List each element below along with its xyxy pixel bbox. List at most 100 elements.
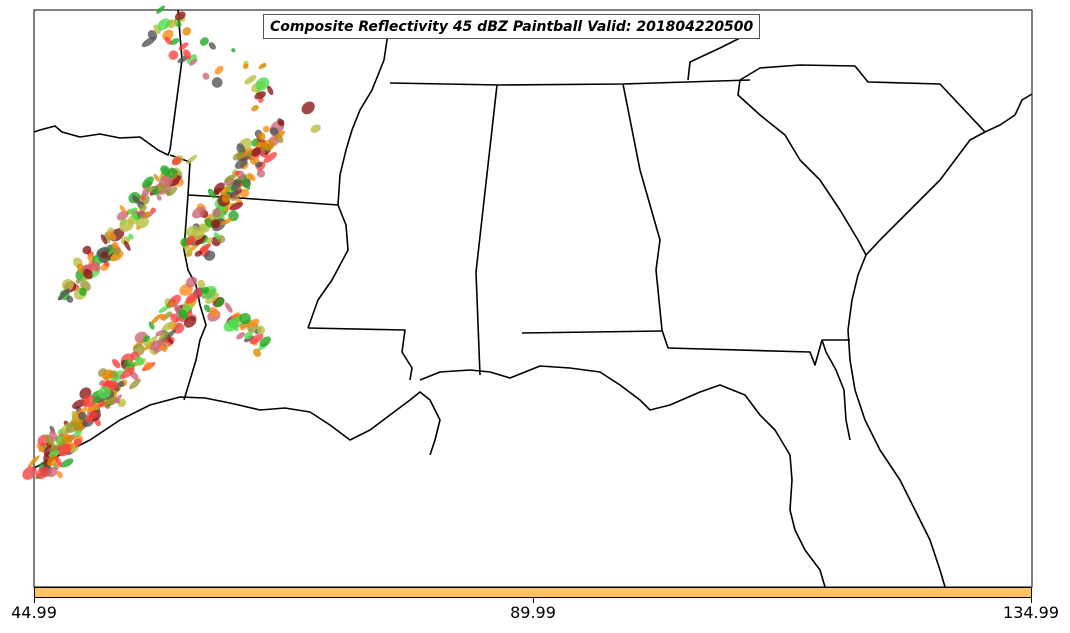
border-fl-ga xyxy=(667,339,850,366)
colorbar-tick-label-1: 89.99 xyxy=(510,603,556,622)
paintball-blob xyxy=(119,219,134,232)
paintball-blob xyxy=(186,154,197,165)
paintball-blob xyxy=(27,455,40,468)
paintball-blob xyxy=(48,450,60,458)
paintball-blob xyxy=(178,42,189,51)
paintball-blob xyxy=(301,101,315,115)
paintball-blob xyxy=(72,429,82,439)
paintball-blob xyxy=(221,193,231,203)
paintball-blob xyxy=(135,217,149,229)
paintball-blob xyxy=(141,36,156,48)
mississippi-river xyxy=(307,19,391,329)
paintball-blob xyxy=(136,225,141,231)
paintball-blob xyxy=(101,369,114,381)
paintball-blob xyxy=(273,130,286,140)
paintball-blob xyxy=(49,430,58,442)
paintball-blob xyxy=(100,234,108,245)
paintball-blob xyxy=(195,235,206,246)
paintball-blob xyxy=(255,77,270,91)
paintball-blob xyxy=(126,207,138,215)
paintball-blob xyxy=(253,157,260,164)
paintball-blob xyxy=(73,438,82,447)
paintball-blob xyxy=(234,158,248,170)
paintball-blob xyxy=(144,362,153,371)
paintball-blob xyxy=(57,443,72,457)
paintball-blob xyxy=(82,395,96,408)
border-sc-ga xyxy=(737,79,867,256)
border-fl-al xyxy=(521,330,663,334)
paintball-blob xyxy=(243,179,251,190)
paintball-blob xyxy=(214,182,225,193)
paintball-blob xyxy=(70,445,79,453)
paintball-blob xyxy=(277,119,285,126)
paintball-blob xyxy=(213,232,221,240)
paintball-blob xyxy=(168,19,178,29)
paintball-blob xyxy=(36,466,49,480)
paintball-blob xyxy=(97,401,106,408)
colorbar-tick-1 xyxy=(533,598,534,603)
paintball-blob xyxy=(66,295,74,303)
paintball-blob xyxy=(149,339,164,351)
paintball-blob xyxy=(101,251,109,259)
gulf-coast-central xyxy=(419,365,826,588)
paintball-blob xyxy=(166,186,178,197)
paintball-blob xyxy=(239,312,251,325)
paintball-blob xyxy=(140,195,146,201)
border-nc-sc xyxy=(739,64,986,133)
paintball-blob xyxy=(160,345,167,353)
paintball-blob xyxy=(202,72,210,80)
paintball-blob xyxy=(205,292,220,304)
paintball-blob xyxy=(146,186,156,193)
paintball-blob xyxy=(135,355,144,366)
paintball-blob xyxy=(232,151,246,161)
paintball-blob xyxy=(259,336,271,347)
map-frame xyxy=(33,9,1033,588)
paintball-blob xyxy=(151,314,162,324)
paintball-blob xyxy=(251,147,262,157)
paintball-blob xyxy=(79,287,87,296)
paintball-blob xyxy=(29,469,35,476)
paintball-blob xyxy=(221,202,236,212)
paintball-blob xyxy=(60,458,74,468)
paintball-blob xyxy=(236,332,245,340)
paintball-blob xyxy=(112,241,119,249)
paintball-blob xyxy=(118,380,125,388)
paintball-blob xyxy=(139,204,147,212)
paintball-blob xyxy=(155,329,165,337)
paintball-blob xyxy=(209,307,219,318)
colorbar-tick-0 xyxy=(34,598,35,603)
paintball-blob xyxy=(310,124,321,133)
paintball-blob xyxy=(143,335,151,343)
paintball-blob xyxy=(185,235,196,245)
paintball-blob xyxy=(251,104,259,112)
paintball-blob xyxy=(61,278,74,291)
border-al-ga xyxy=(622,83,669,349)
paintball-blob xyxy=(228,316,242,328)
paintball-blob xyxy=(90,261,101,272)
paintball-blob xyxy=(162,321,175,331)
paintball-blob xyxy=(240,323,248,331)
paintball-layer xyxy=(22,5,321,480)
paintball-blob xyxy=(255,161,263,168)
paintball-blob xyxy=(198,243,212,254)
paintball-blob xyxy=(65,421,78,433)
paintball-blob xyxy=(211,77,223,88)
paintball-blob xyxy=(196,288,203,297)
paintball-blob xyxy=(171,157,182,166)
colorbar xyxy=(34,587,1032,598)
paintball-blob xyxy=(167,337,174,345)
paintball-blob xyxy=(129,378,141,390)
paintball-blob xyxy=(112,358,121,369)
paintball-blob xyxy=(214,65,224,75)
paintball-blob xyxy=(253,348,262,358)
state-boundaries xyxy=(33,9,1033,588)
fl-inner xyxy=(821,339,851,441)
paintball-blob xyxy=(55,456,63,468)
paintball-blob xyxy=(254,91,266,100)
paintball-blob xyxy=(239,188,250,198)
paintball-blob xyxy=(157,184,168,193)
paintball-blob xyxy=(107,231,117,241)
paintball-blob xyxy=(57,288,70,301)
border-la-ms xyxy=(307,327,413,381)
